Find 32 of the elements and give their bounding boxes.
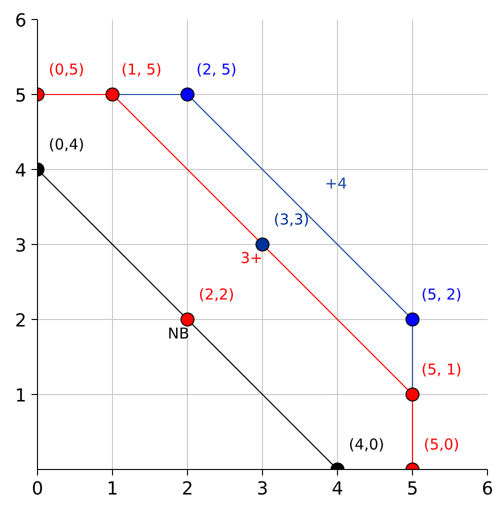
x-tick-label: 1 [106, 478, 118, 500]
point [106, 88, 120, 102]
series-label: (3,3) [274, 210, 310, 228]
point [256, 238, 270, 252]
series-label: (5, 1) [421, 360, 462, 378]
y-tick-label: 4 [15, 160, 26, 182]
point [406, 388, 420, 402]
x-tick-label: 3 [256, 478, 268, 500]
series-label: (1, 5) [121, 60, 162, 78]
y-tick-label: 1 [15, 386, 26, 406]
y-tick-label: 2 [15, 310, 26, 332]
x-tick-label: 4 [332, 478, 344, 500]
y-tick-label: 3 [15, 236, 26, 256]
series-label: 3+ [240, 249, 263, 267]
series-label: +4 [324, 174, 348, 192]
x-tick-label: 0 [32, 478, 44, 500]
x-tick-label: 6 [482, 478, 494, 500]
series-label: (0,5) [48, 60, 84, 78]
x-tick-label: 2 [182, 478, 194, 500]
point [406, 312, 420, 326]
series-label: (2,2) [198, 286, 234, 304]
x-tick-label: 5 [406, 478, 418, 500]
series-label: (2, 5) [196, 60, 237, 78]
series-label: NB [168, 324, 190, 342]
series-label: (0,4) [48, 136, 84, 154]
y-tick-label: 6 [15, 10, 26, 32]
series-label: (5, 2) [421, 286, 462, 304]
series-label: (4,0) [348, 436, 384, 454]
point [180, 312, 194, 326]
point [180, 88, 194, 102]
series-label: (5,0) [424, 436, 460, 454]
y-tick-label: 5 [15, 86, 26, 106]
